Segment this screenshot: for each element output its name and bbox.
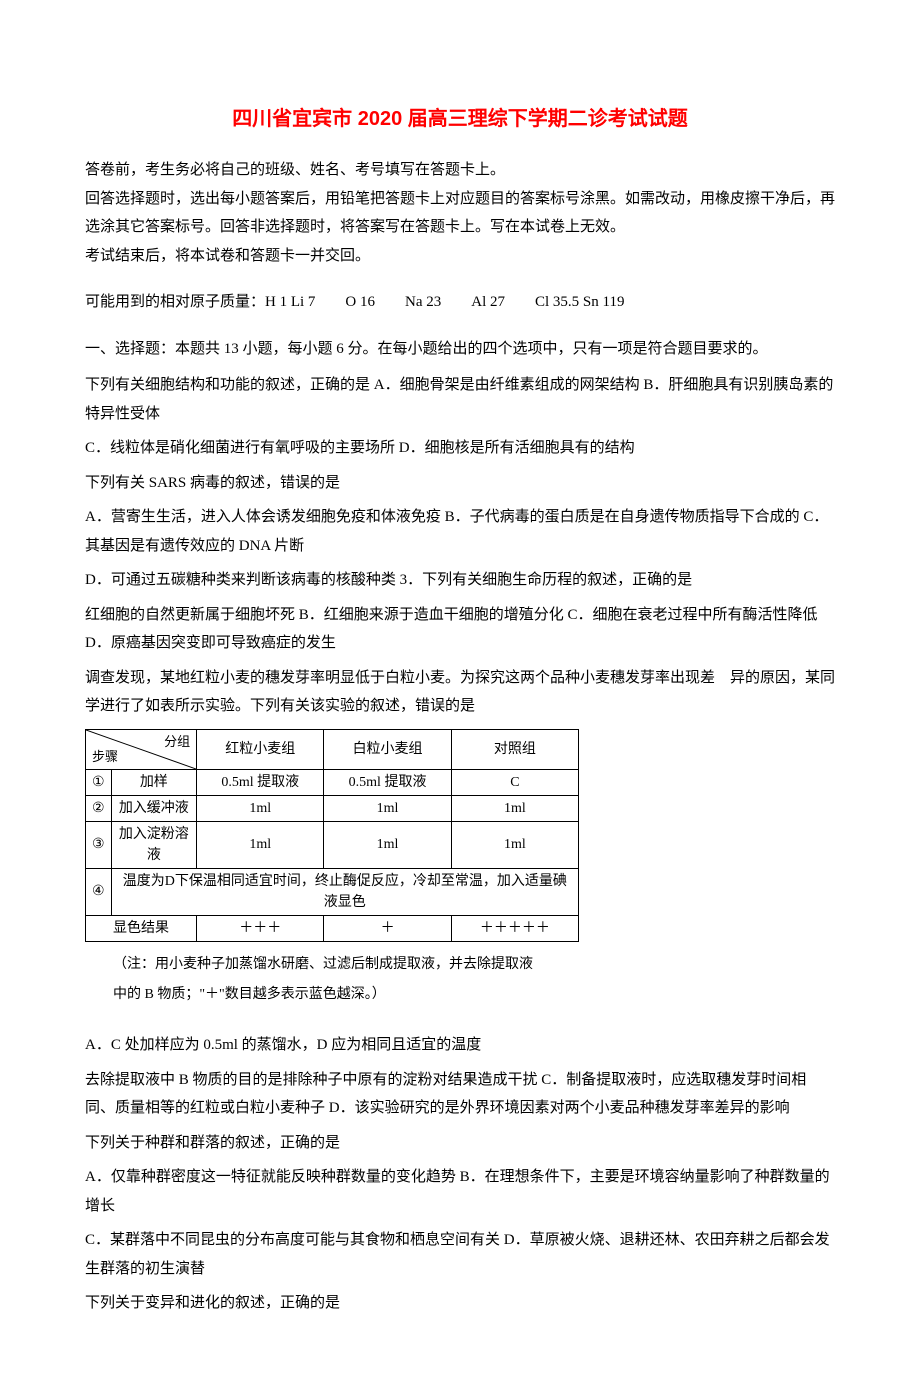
question-5-options-ab: A．仅靠种群密度这一特征就能反映种群数量的变化趋势 B．在理想条件下，主要是环境… xyxy=(85,1163,835,1220)
table-cell: 0.5ml 提取液 xyxy=(197,769,324,795)
question-4-options-bcd: 去除提取液中 B 物质的目的是排除种子中原有的淀粉对结果造成干扰 C．制备提取液… xyxy=(85,1066,835,1123)
table-col-header: 红粒小麦组 xyxy=(197,729,324,769)
table-cell: 1ml xyxy=(324,795,451,821)
instructions-block: 答卷前，考生务必将自己的班级、姓名、考号填写在答题卡上。 回答选择题时，选出每小… xyxy=(85,156,835,270)
table-result-row: 显色结果 ＋＋＋ ＋ ＋＋＋＋＋ xyxy=(86,915,579,941)
note-line: 中的 B 物质；"＋"数目越多表示蓝色越深。） xyxy=(113,980,835,1011)
row-label: 加入缓冲液 xyxy=(111,795,197,821)
question-5-options-cd: C．某群落中不同昆虫的分布高度可能与其食物和栖息空间有关 D．草原被火烧、退耕还… xyxy=(85,1226,835,1283)
question-2-options-2: D．可通过五碳糖种类来判断该病毒的核酸种类 3．下列有关细胞生命历程的叙述，正确… xyxy=(85,566,835,595)
table-cell: 1ml xyxy=(197,821,324,868)
table-cell: 1ml xyxy=(324,821,451,868)
result-cell: ＋＋＋ xyxy=(197,915,324,941)
row-num: ④ xyxy=(86,868,112,915)
row-label: 加入淀粉溶液 xyxy=(111,821,197,868)
result-cell: ＋ xyxy=(324,915,451,941)
table-row: ③ 加入淀粉溶液 1ml 1ml 1ml xyxy=(86,821,579,868)
instruction-line: 回答选择题时，选出每小题答案后，用铅笔把答题卡上对应题目的答案标号涂黑。如需改动… xyxy=(85,185,835,242)
row-label: 加样 xyxy=(111,769,197,795)
question-2-options: A．营寄生生活，进入人体会诱发细胞免疫和体液免疫 B．子代病毒的蛋白质是在自身遗… xyxy=(85,503,835,560)
header-bottom-label: 步骤 xyxy=(92,747,118,767)
row-num: ① xyxy=(86,769,112,795)
question-5-text: 下列关于种群和群落的叙述，正确的是 xyxy=(85,1129,835,1158)
instruction-line: 考试结束后，将本试卷和答题卡一并交回。 xyxy=(85,242,835,271)
experiment-table: 分组 步骤 红粒小麦组 白粒小麦组 对照组 ① 加样 0.5ml 提取液 0.5… xyxy=(85,729,579,942)
table-row: ① 加样 0.5ml 提取液 0.5ml 提取液 C xyxy=(86,769,579,795)
question-2-text: 下列有关 SARS 病毒的叙述，错误的是 xyxy=(85,469,835,498)
result-cell: ＋＋＋＋＋ xyxy=(451,915,578,941)
table-col-header: 白粒小麦组 xyxy=(324,729,451,769)
instruction-line: 答卷前，考生务必将自己的班级、姓名、考号填写在答题卡上。 xyxy=(85,156,835,185)
question-4-option-a: A．C 处加样应为 0.5ml 的蒸馏水，D 应为相同且适宜的温度 xyxy=(85,1031,835,1060)
table-cell: 0.5ml 提取液 xyxy=(324,769,451,795)
header-top-label: 分组 xyxy=(164,732,190,752)
table-col-header: 对照组 xyxy=(451,729,578,769)
row-num: ② xyxy=(86,795,112,821)
table-cell: 1ml xyxy=(451,821,578,868)
table-cell: C xyxy=(451,769,578,795)
table-cell: 1ml xyxy=(197,795,324,821)
table-note: （注：用小麦种子加蒸馏水研磨、过滤后制成提取液，并去除提取液 中的 B 物质；"… xyxy=(113,950,835,1012)
question-4-text: 调查发现，某地红粒小麦的穗发芽率明显低于白粒小麦。为探究这两个品种小麦穗发芽率出… xyxy=(85,664,835,721)
table-diagonal-header: 分组 步骤 xyxy=(86,729,197,769)
merged-cell-text: 温度为D下保温相同适宜时间，终止酶促反应，冷却至常温，加入适量碘液显色 xyxy=(111,868,578,915)
exam-title: 四川省宜宾市 2020 届高三理综下学期二诊考试试题 xyxy=(85,100,835,138)
atomic-mass-info: 可能用到的相对原子质量：H 1 Li 7 O 16 Na 23 Al 27 Cl… xyxy=(85,288,835,317)
question-1-options: C．线粒体是硝化细菌进行有氧呼吸的主要场所 D．细胞核是所有活细胞具有的结构 xyxy=(85,434,835,463)
section-1-heading: 一、选择题：本题共 13 小题，每小题 6 分。在每小题给出的四个选项中，只有一… xyxy=(85,335,835,364)
result-label: 显色结果 xyxy=(86,915,197,941)
table-row-merged: ④ 温度为D下保温相同适宜时间，终止酶促反应，冷却至常温，加入适量碘液显色 xyxy=(86,868,579,915)
table-header-row: 分组 步骤 红粒小麦组 白粒小麦组 对照组 xyxy=(86,729,579,769)
table-cell: 1ml xyxy=(451,795,578,821)
question-6-text: 下列关于变异和进化的叙述，正确的是 xyxy=(85,1289,835,1318)
question-1-text: 下列有关细胞结构和功能的叙述，正确的是 A．细胞骨架是由纤维素组成的网架结构 B… xyxy=(85,371,835,428)
table-row: ② 加入缓冲液 1ml 1ml 1ml xyxy=(86,795,579,821)
question-3-text: 红细胞的自然更新属于细胞坏死 B．红细胞来源于造血干细胞的增殖分化 C．细胞在衰… xyxy=(85,601,835,658)
row-num: ③ xyxy=(86,821,112,868)
note-line: （注：用小麦种子加蒸馏水研磨、过滤后制成提取液，并去除提取液 xyxy=(113,950,835,981)
